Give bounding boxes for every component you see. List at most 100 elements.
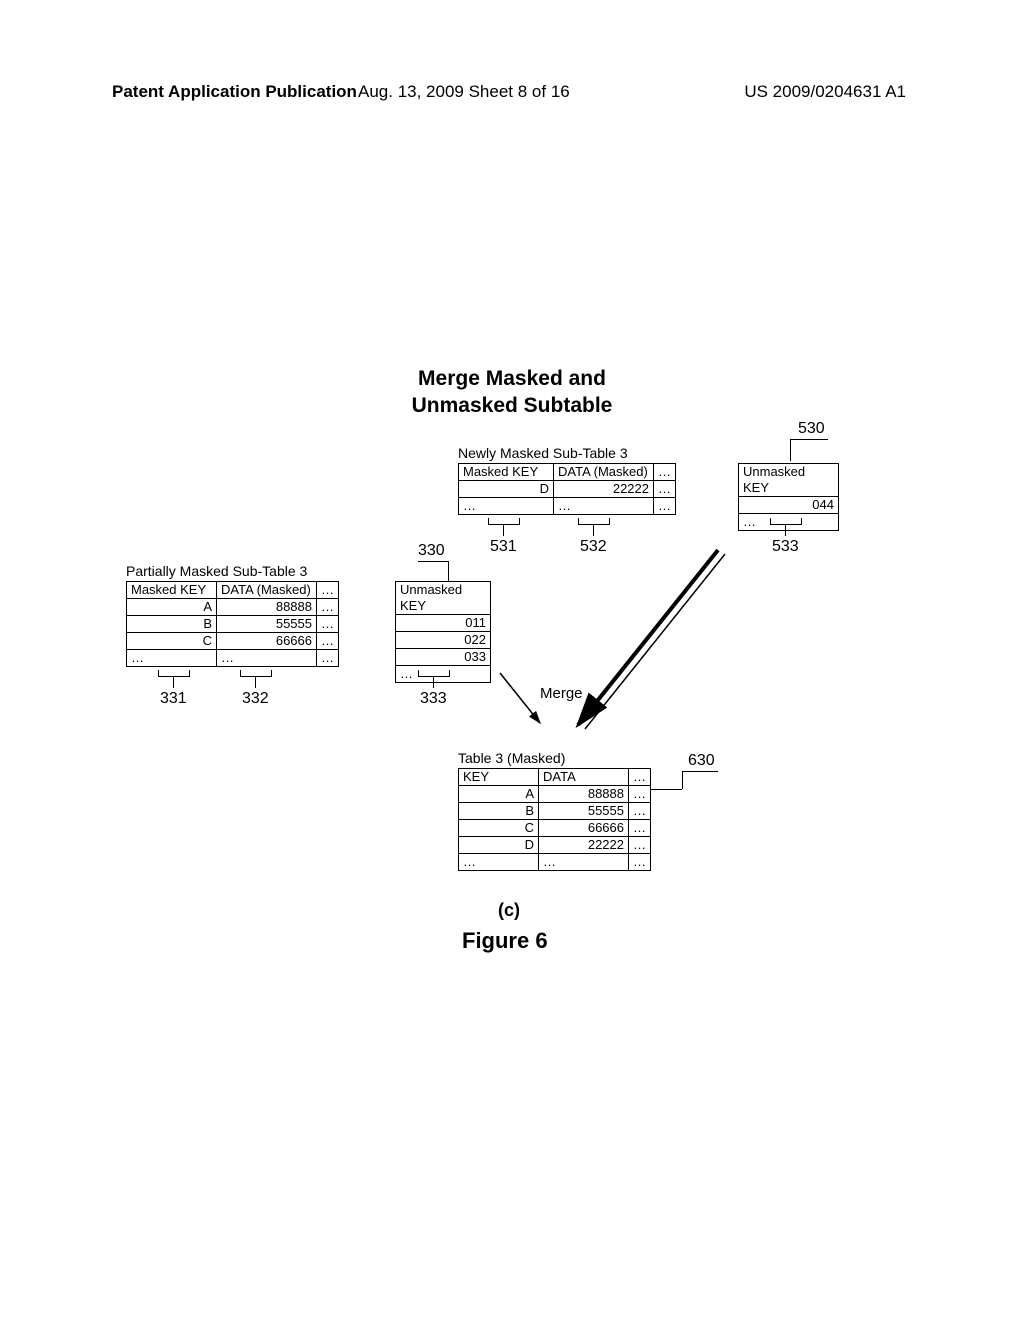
cell: 044 [739, 497, 839, 514]
col-header: Masked KEY [127, 582, 217, 599]
ref-bracket [240, 670, 272, 677]
cell: D [459, 481, 554, 498]
cell: 22222 [554, 481, 654, 498]
cell: … [629, 837, 651, 854]
header-left: Patent Application Publication [112, 82, 357, 102]
ref-bracket [770, 518, 802, 525]
header-right: US 2009/0204631 A1 [744, 82, 906, 102]
table630-caption: Table 3 (Masked) [458, 750, 565, 766]
col-header: Unmasked KEY [396, 582, 491, 615]
col-header: … [654, 464, 676, 481]
diagram-title-line1: Merge Masked and [0, 365, 1024, 392]
cell: A [127, 599, 217, 616]
ref-line [433, 676, 434, 688]
ref-line [650, 789, 682, 790]
cell: 033 [396, 649, 491, 666]
table-row: D22222… [459, 837, 651, 854]
table-row: B55555… [459, 803, 651, 820]
cell: 22222 [539, 837, 629, 854]
ref-533: 533 [772, 538, 799, 556]
cell: … [217, 650, 317, 667]
table330-unmasked: Unmasked KEY 011 022 033 … [395, 581, 491, 683]
table-header-row: Masked KEY DATA (Masked) … [459, 464, 676, 481]
col-header: … [317, 582, 339, 599]
cell: … [629, 820, 651, 837]
table330: Masked KEY DATA (Masked) … A88888… B5555… [126, 581, 339, 667]
ref-333: 333 [420, 690, 447, 708]
ref-line [255, 676, 256, 688]
cell: B [127, 616, 217, 633]
cell: 66666 [539, 820, 629, 837]
cell: … [317, 599, 339, 616]
table-row: ……… [459, 854, 651, 871]
table530-caption: Newly Masked Sub-Table 3 [458, 445, 628, 461]
cell: … [629, 803, 651, 820]
ref-332: 332 [242, 690, 269, 708]
table-row: A88888… [127, 599, 339, 616]
table-header-row: Masked KEY DATA (Masked) … [127, 582, 339, 599]
ref-line [593, 524, 594, 536]
ref-line [682, 771, 718, 772]
cell: 88888 [539, 786, 629, 803]
table530: Masked KEY DATA (Masked) … D 22222 … … …… [458, 463, 676, 515]
col-header: Unmasked KEY [739, 464, 839, 497]
merge-arrow-right [568, 540, 768, 740]
subfigure-label: (c) [498, 900, 520, 921]
ref-line [173, 676, 174, 688]
ref-line [785, 524, 786, 536]
table-row: D 22222 … [459, 481, 676, 498]
col-header: Masked KEY [459, 464, 554, 481]
cell: D [459, 837, 539, 854]
diagram-title-line2: Unmasked Subtable [0, 392, 1024, 419]
ref-line [503, 524, 504, 536]
cell: … [554, 498, 654, 515]
header-center: Aug. 13, 2009 Sheet 8 of 16 [358, 82, 570, 102]
cell: … [654, 498, 676, 515]
ref-bracket [578, 518, 610, 525]
cell: … [539, 854, 629, 871]
cell: … [459, 498, 554, 515]
col-header: DATA (Masked) [217, 582, 317, 599]
cell: … [459, 854, 539, 871]
ref-531: 531 [490, 538, 517, 556]
col-header: DATA (Masked) [554, 464, 654, 481]
col-header: KEY [459, 769, 539, 786]
ref-line [418, 561, 448, 562]
ref-bracket [158, 670, 190, 677]
cell: … [629, 786, 651, 803]
col-header: … [629, 769, 651, 786]
cell: C [459, 820, 539, 837]
cell: 55555 [217, 616, 317, 633]
ref-331: 331 [160, 690, 187, 708]
table-row: C66666… [127, 633, 339, 650]
cell: 88888 [217, 599, 317, 616]
table630: KEY DATA … A88888… B55555… C66666… D2222… [458, 768, 651, 871]
ref-530: 530 [798, 420, 825, 438]
table-row: ……… [127, 650, 339, 667]
cell: … [317, 650, 339, 667]
ref-bracket [488, 518, 520, 525]
table-row: C66666… [459, 820, 651, 837]
ref-330: 330 [418, 542, 445, 560]
ref-line [790, 439, 791, 461]
cell: … [629, 854, 651, 871]
ref-630: 630 [688, 752, 715, 770]
merge-label: Merge [540, 685, 583, 702]
cell: … [654, 481, 676, 498]
table-row: A88888… [459, 786, 651, 803]
cell: A [459, 786, 539, 803]
ref-line [682, 771, 683, 789]
table-row: … … … [459, 498, 676, 515]
cell: 011 [396, 615, 491, 632]
figure-label: Figure 6 [462, 928, 548, 954]
cell: … [317, 633, 339, 650]
table-header-row: KEY DATA … [459, 769, 651, 786]
cell: 66666 [217, 633, 317, 650]
cell: C [127, 633, 217, 650]
col-header: DATA [539, 769, 629, 786]
cell: B [459, 803, 539, 820]
ref-line [790, 439, 828, 440]
ref-line [448, 561, 449, 581]
cell: … [317, 616, 339, 633]
cell: 022 [396, 632, 491, 649]
